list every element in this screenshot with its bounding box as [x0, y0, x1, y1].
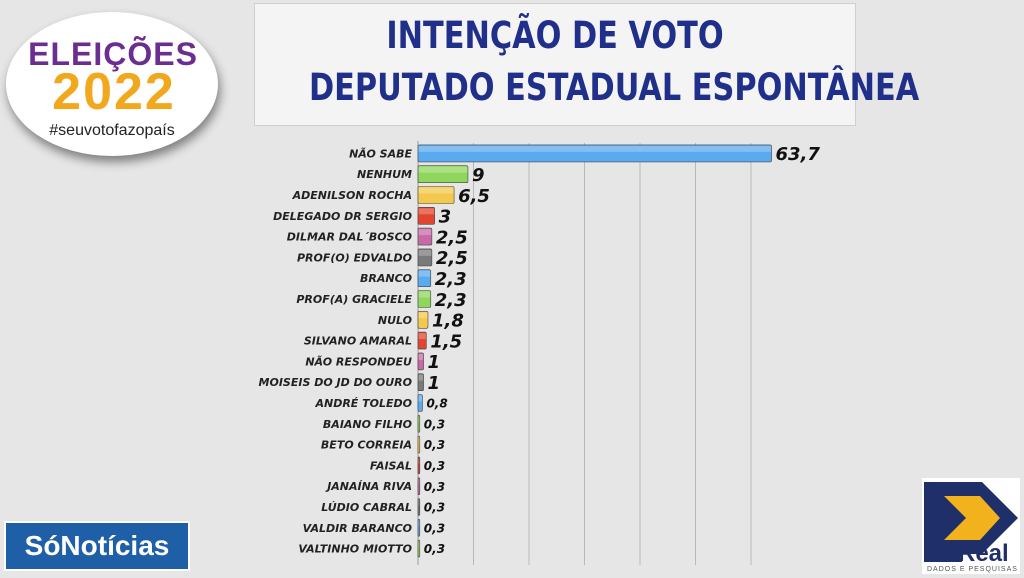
category-label: BETO CORREIA: [321, 439, 412, 452]
bar-shine-15: [418, 437, 420, 444]
value-label: 0,3: [424, 417, 445, 431]
real-pesquisas-logo: [922, 478, 1020, 574]
category-label: SILVANO AMARAL: [304, 335, 412, 348]
category-label: NENHUM: [357, 168, 412, 181]
category-label: NÃO SABE: [349, 147, 412, 160]
bar-1: [417, 144, 772, 163]
bar-18: [417, 498, 421, 516]
bar-20: [417, 539, 421, 558]
value-label: 3: [439, 207, 452, 228]
bar-15: [417, 435, 421, 454]
category-label: ANDRÉ TOLEDO: [314, 397, 412, 410]
category-label: BRANCO: [360, 272, 412, 285]
bar-shine-7: [418, 270, 431, 277]
bar-shine-16: [418, 457, 420, 464]
real-logo-mark: [924, 482, 1018, 562]
value-label: 0,3: [424, 459, 445, 473]
category-label: DILMAR DAL´BOSCO: [287, 231, 412, 244]
bar-6: [417, 248, 433, 267]
category-label: NÃO RESPONDEU: [305, 355, 412, 368]
value-label: 0,3: [424, 521, 445, 535]
value-label: 6,5: [458, 186, 490, 207]
logo-hashtag: #seuvotofazopaís: [49, 122, 175, 139]
value-label: 1: [428, 352, 441, 373]
bar-shine-20: [418, 541, 420, 548]
category-label: JANAÍNA RIVA: [325, 480, 412, 493]
title-box: INTENÇÃO DE VOTO DEPUTADO ESTADUAL ESPON…: [254, 3, 919, 126]
value-label: 0,8: [426, 397, 447, 411]
bar-5: [417, 227, 433, 246]
bar-shine-2: [418, 166, 468, 173]
value-label: 2,5: [436, 248, 468, 269]
bar-shine-3: [418, 187, 454, 194]
category-label: PROF(O) EDVALDO: [297, 251, 412, 264]
category-label: PROF(A) GRACIELE: [296, 293, 412, 306]
bar-shine-8: [418, 291, 431, 298]
bar-shine-4: [418, 208, 435, 215]
bar-shine-11: [418, 353, 424, 360]
chart-title-line1: INTENÇÃO DE VOTO: [386, 14, 724, 57]
bar-11: [417, 352, 424, 371]
bar-4: [417, 207, 435, 225]
bar-shine-18: [418, 499, 420, 506]
bar-shine-1: [418, 145, 772, 152]
value-label: 2,3: [435, 290, 467, 311]
bar-shine-5: [418, 229, 432, 236]
bar-10: [417, 331, 427, 350]
bar-19: [417, 518, 421, 537]
bar-shine-13: [418, 395, 422, 402]
value-label: 0,3: [424, 438, 445, 452]
bar-2: [417, 165, 469, 183]
value-label: 2,3: [435, 269, 467, 290]
bar-shine-6: [418, 249, 432, 256]
category-label: VALTINHO MIOTTO: [298, 543, 412, 556]
value-label: 0,3: [424, 480, 445, 494]
bar-shine-10: [418, 333, 426, 340]
bar-shine-9: [418, 312, 428, 319]
value-label: 2,5: [436, 227, 468, 248]
bar-shine-19: [418, 520, 420, 527]
category-label: MOISEIS DO JD DO OURO: [259, 376, 412, 389]
bar-12: [417, 373, 424, 392]
real-logo-text: Real: [958, 540, 1009, 567]
value-label: 9: [472, 165, 485, 186]
category-label: DELEGADO DR SERGIO: [273, 210, 412, 223]
value-label: 0,3: [424, 542, 445, 556]
real-logo-subtitle: DADOS E PESQUISAS: [927, 566, 1018, 573]
sonoticias-logo: SóNotícias: [4, 521, 190, 571]
bar-shine-14: [418, 416, 420, 423]
bar-16: [417, 456, 421, 475]
bar-9: [417, 310, 429, 329]
category-label: ADENILSON ROCHA: [292, 189, 412, 202]
category-label: LÚDIO CABRAL: [321, 501, 412, 514]
category-label: BAIANO FILHO: [323, 418, 412, 431]
bar-14: [417, 414, 421, 433]
value-label: 0,3: [424, 501, 445, 515]
category-label: FAISAL: [370, 459, 412, 472]
bar-shine-12: [418, 374, 424, 381]
bar-8: [417, 290, 432, 308]
value-label: 1,8: [432, 311, 464, 332]
category-label: NULO: [378, 314, 412, 327]
bar-17: [417, 477, 421, 496]
elections-2022-logo: [6, 12, 218, 156]
bar-13: [417, 394, 423, 412]
bar-shine-17: [418, 478, 420, 485]
category-label: VALDIR BARANCO: [303, 522, 412, 535]
bar-3: [417, 186, 455, 204]
logo-word: ELEIÇÕES: [28, 36, 198, 72]
value-label: 63,7: [776, 144, 821, 165]
logo-year: 2022: [52, 63, 176, 121]
value-label: 1,5: [430, 331, 462, 352]
value-label: 1: [428, 373, 441, 394]
bar-7: [417, 269, 432, 288]
